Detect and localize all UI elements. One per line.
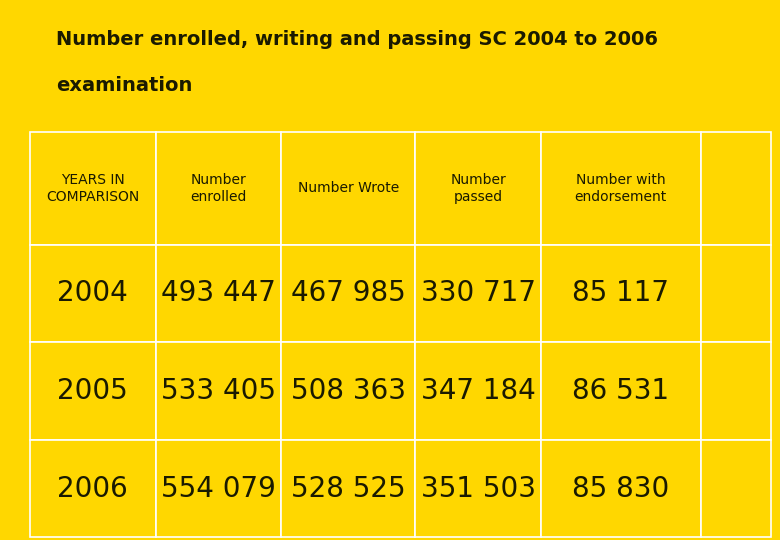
Text: 2005: 2005 [57, 377, 128, 405]
Bar [415, 132, 541, 245]
Text: 330 717: 330 717 [420, 279, 536, 307]
Bar [282, 245, 415, 342]
Text: 554 079: 554 079 [161, 475, 276, 503]
Bar [155, 342, 282, 440]
Text: 467 985: 467 985 [291, 279, 406, 307]
Text: 528 525: 528 525 [291, 475, 406, 503]
Text: 347 184: 347 184 [421, 377, 536, 405]
Bar [541, 245, 700, 342]
Text: 2006: 2006 [57, 475, 128, 503]
Bar [415, 440, 541, 537]
Text: Number
passed: Number passed [450, 173, 506, 204]
Bar [541, 440, 700, 537]
Bar [282, 440, 415, 537]
Bar [415, 342, 541, 440]
Bar [541, 132, 700, 245]
Text: 85 117: 85 117 [573, 279, 669, 307]
Bar [700, 440, 771, 537]
Bar [155, 132, 282, 245]
Bar [282, 342, 415, 440]
Text: 508 363: 508 363 [291, 377, 406, 405]
Text: 351 503: 351 503 [420, 475, 536, 503]
Text: Number enrolled, writing and passing SC 2004 to 2006: Number enrolled, writing and passing SC … [56, 30, 658, 49]
Bar [155, 245, 282, 342]
Bar [282, 132, 415, 245]
Bar [415, 245, 541, 342]
Bar [700, 132, 771, 245]
Bar [155, 440, 282, 537]
Text: 2004: 2004 [57, 279, 128, 307]
Text: 86 531: 86 531 [573, 377, 669, 405]
Bar [700, 342, 771, 440]
Bar [541, 342, 700, 440]
Bar [30, 342, 155, 440]
Text: 533 405: 533 405 [161, 377, 276, 405]
Text: YEARS IN
COMPARISON: YEARS IN COMPARISON [46, 173, 139, 204]
Text: Number Wrote: Number Wrote [298, 181, 399, 195]
Text: Number
enrolled: Number enrolled [190, 173, 246, 204]
Bar [30, 132, 155, 245]
Text: examination: examination [56, 76, 193, 94]
Text: 85 830: 85 830 [573, 475, 669, 503]
Text: Number with
endorsement: Number with endorsement [575, 173, 667, 204]
Bar [30, 440, 155, 537]
Bar [30, 245, 155, 342]
Bar [700, 245, 771, 342]
Text: 493 447: 493 447 [161, 279, 276, 307]
